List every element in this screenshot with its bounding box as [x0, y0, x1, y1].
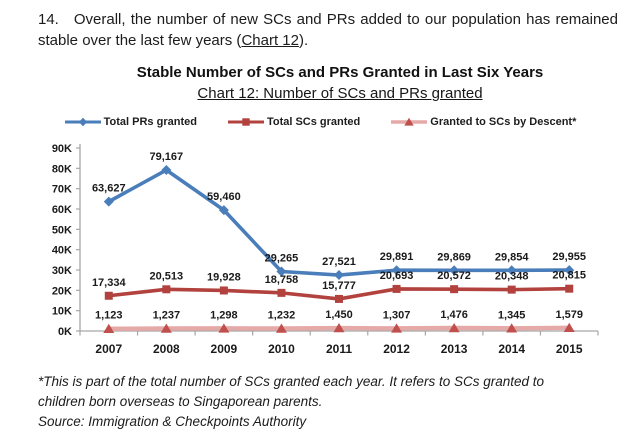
chart-source: Source: Immigration & Checkpoints Author…	[38, 414, 307, 429]
x-tick-label: 2008	[153, 342, 180, 356]
diamond-marker	[334, 270, 344, 281]
data-label: 20,693	[380, 270, 414, 282]
triangle-marker	[218, 323, 230, 333]
x-tick-label: 2015	[556, 342, 583, 356]
y-tick-label: 10K	[52, 306, 72, 318]
diamond-marker	[449, 265, 460, 276]
diamond-marker	[78, 117, 87, 127]
square-marker	[162, 285, 171, 294]
intro-text-end: ).	[298, 32, 309, 49]
y-tick-label: 0K	[58, 326, 72, 338]
data-label: 29,955	[552, 251, 586, 263]
triangle-marker	[103, 323, 115, 333]
data-label: 1,476	[440, 309, 468, 321]
chart-title: Stable Number of SCs and PRs Granted in …	[136, 64, 544, 81]
legend-label: Granted to SCs by Descent*	[430, 116, 577, 128]
data-label: 20,572	[437, 270, 471, 282]
data-label: 20,348	[495, 271, 529, 283]
chart-subtitle: Chart 12: Number of SCs and PRs granted	[197, 85, 483, 102]
x-tick-label: 2013	[441, 342, 468, 356]
square-marker	[507, 285, 516, 294]
x-tick-label: 2009	[211, 342, 238, 356]
square-marker	[335, 294, 343, 303]
data-label: 79,167	[150, 151, 184, 163]
x-tick-label: 2014	[498, 342, 525, 356]
intro-text: Overall, the number of new SCs and PRs a…	[38, 11, 618, 49]
y-tick-label: 90K	[52, 143, 72, 155]
legend-item: Total SCs granted	[227, 116, 360, 128]
data-label: 27,521	[322, 256, 356, 268]
triangle-marker	[160, 323, 172, 333]
chart-legend: Total PRs granted Total SCs granted Grante…	[40, 112, 600, 132]
x-tick-label: 2007	[95, 342, 122, 356]
y-tick-label: 70K	[52, 184, 72, 196]
diamond-marker	[161, 165, 172, 176]
data-label: 1,450	[325, 309, 353, 321]
diamond-marker	[564, 265, 575, 276]
data-label: 1,232	[268, 309, 296, 321]
data-label: 29,265	[265, 252, 299, 264]
data-label: 1,237	[153, 309, 181, 321]
diamond-marker	[103, 196, 114, 207]
chart-footnote: *This is part of the total number of SCs…	[38, 374, 544, 409]
square-marker	[277, 288, 286, 297]
y-tick-label: 60K	[52, 204, 72, 216]
data-label: 1,307	[383, 309, 411, 321]
square-marker	[104, 291, 113, 300]
triangle-marker	[448, 322, 460, 333]
x-tick-label: 2012	[383, 342, 410, 356]
triangle-marker	[404, 117, 414, 126]
data-label: 59,460	[207, 191, 241, 203]
diamond-marker	[276, 266, 287, 277]
square-marker	[392, 284, 401, 293]
triangle-marker	[563, 322, 575, 333]
legend-item: Granted to SCs by Descent*	[390, 116, 576, 128]
paragraph-number: 14.	[38, 11, 59, 28]
data-label: 20,815	[552, 270, 586, 282]
data-label: 63,627	[92, 183, 126, 195]
legend-swatch	[64, 117, 101, 127]
y-tick-label: 30K	[52, 265, 72, 277]
diamond-marker	[506, 265, 517, 276]
y-tick-label: 40K	[52, 245, 72, 257]
triangle-marker	[275, 323, 287, 333]
diamond-marker	[218, 205, 229, 216]
x-tick-label: 2011	[326, 342, 352, 356]
square-marker	[565, 284, 574, 293]
data-label: 29,869	[437, 251, 471, 263]
data-label: 29,891	[380, 251, 414, 263]
data-label: 15,777	[322, 280, 356, 292]
data-label: 19,928	[207, 271, 241, 283]
x-tick-label: 2010	[268, 342, 295, 356]
data-label: 29,854	[495, 251, 530, 263]
triangle-marker	[333, 323, 345, 333]
triangle-marker	[391, 323, 403, 333]
square-marker	[242, 118, 250, 126]
line-chart: 0K 10K 20K 30K 40K 50K 60K 70K 80K 90K 2007 2008 200…	[52, 143, 599, 356]
square-marker	[450, 285, 459, 294]
data-label: 20,513	[150, 270, 184, 282]
data-label: 18,758	[265, 274, 299, 286]
data-label: 17,334	[92, 277, 127, 289]
diamond-marker	[391, 265, 402, 276]
y-tick-label: 20K	[52, 285, 72, 297]
legend-swatch	[391, 117, 428, 126]
legend-label: Total PRs granted	[103, 116, 197, 128]
intro-paragraph: 14. Overall, the number of new SCs and PR…	[38, 9, 618, 51]
legend-item: Total PRs granted	[64, 116, 197, 128]
legend-swatch	[227, 118, 264, 126]
data-label: 1,298	[210, 309, 238, 321]
square-marker	[219, 286, 228, 295]
triangle-marker	[506, 323, 518, 333]
y-tick-label: 50K	[52, 224, 72, 236]
y-tick-label: 80K	[52, 163, 72, 175]
legend-label: Total SCs granted	[266, 116, 361, 128]
data-label: 1,345	[498, 309, 526, 321]
chart-reference-link: Chart 12	[241, 32, 299, 49]
data-label: 1,579	[555, 309, 583, 321]
data-label: 1,123	[95, 310, 123, 322]
